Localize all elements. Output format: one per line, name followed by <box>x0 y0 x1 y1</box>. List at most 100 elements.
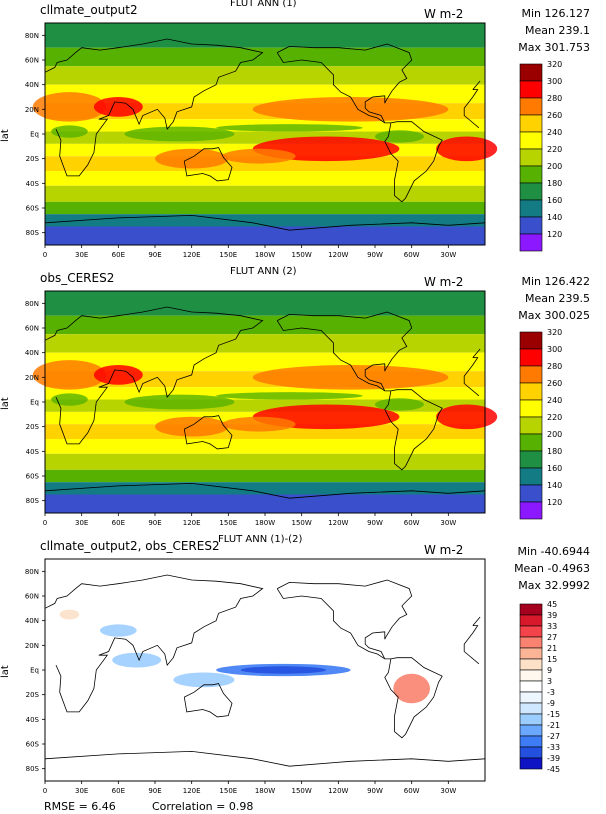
y-axis: 80N 60N 40N 20N Eq 20S 40S 60S 80S <box>25 32 45 237</box>
x-tick-label: 90W <box>367 787 383 795</box>
y-axis: 80N 60N 40N 20N Eq 20S 40S 60S 80S <box>25 568 45 773</box>
y-axis-label: lat <box>0 665 11 678</box>
field-blob <box>222 416 296 432</box>
field-blob <box>222 148 296 164</box>
y-tick-label: 40S <box>26 716 40 724</box>
field-band <box>45 214 485 227</box>
y-tick-label: 60S <box>26 205 40 213</box>
colorbar-label: -27 <box>547 732 560 741</box>
field-blob <box>51 125 88 138</box>
field-blob <box>436 136 498 162</box>
y-tick-label: 20S <box>26 691 40 699</box>
field-blob <box>393 673 430 704</box>
colorbar-swatch <box>519 348 543 367</box>
colorbar-swatch <box>519 182 543 201</box>
field-blob <box>100 624 137 637</box>
field-blob <box>51 393 88 406</box>
field-blob <box>436 404 498 430</box>
field-band <box>45 226 485 245</box>
colorbar-swatch <box>519 746 543 759</box>
stat-mean: Mean 239.5 <box>525 292 590 305</box>
y-tick-label: 20S <box>26 155 40 163</box>
x-tick-label: 180W <box>255 519 275 527</box>
x-tick-label: 60E <box>112 519 125 527</box>
colorbar-label: 220 <box>547 413 562 422</box>
colorbar-swatch <box>519 724 543 737</box>
colorbar-swatch <box>519 233 543 252</box>
colorbar-swatch <box>519 603 543 616</box>
field-blob <box>155 148 229 169</box>
y-tick-label: 80N <box>25 568 39 576</box>
y-tick-label: 20S <box>26 423 40 431</box>
colorbar-swatch <box>519 416 543 435</box>
x-tick-label: 120W <box>328 251 348 259</box>
colorbar-label: 320 <box>547 60 562 69</box>
coastline <box>44 214 486 231</box>
panel-difference: 0 30E 60E 90E 120E 150E 180W 150W 120W 90W 60W 30W 8… <box>0 534 606 806</box>
stat-mean: Mean -0.4963 <box>514 562 590 575</box>
y-tick-label: 40N <box>25 349 39 357</box>
x-axis: 0 30E 60E 90E 120E 150E 180W 150W 120W 90W 60W 30W <box>43 513 456 527</box>
case-label: cllmate_output2, obs_CERES2 <box>40 539 220 553</box>
colorbar: 320 300 280 260 240 220 200 180 160 140 120 <box>519 60 562 252</box>
field-band <box>45 156 485 171</box>
colorbar-swatch <box>519 433 543 452</box>
x-tick-label: 120W <box>328 519 348 527</box>
coastline <box>44 574 481 713</box>
panel-obs: 0 30E 60E 90E 120E 150E 180W 150W 120W 90W 60W 30W 8… <box>0 266 606 538</box>
units-label: W m-2 <box>424 7 464 21</box>
rmse-label: RMSE = 6.46 <box>44 800 116 813</box>
units-label: W m-2 <box>424 543 464 557</box>
stat-min: Min -40.6944 <box>517 545 590 558</box>
map-plot-difference: 0 30E 60E 90E 120E 150E 180W 150W 120W 90W 60W 30W 8… <box>25 558 560 795</box>
field-blob <box>93 97 143 117</box>
field-band <box>45 291 485 316</box>
coastline <box>183 683 233 718</box>
x-axis: 0 30E 60E 90E 120E 150E 180W 150W 120W 90W 60W 30W <box>43 781 456 795</box>
y-tick-label: Eq <box>30 131 39 139</box>
x-tick-label: 180W <box>255 251 275 259</box>
field-blob <box>173 672 235 688</box>
colorbar-swatch <box>519 680 543 693</box>
colorbar-label: 140 <box>547 481 562 490</box>
x-tick-label: 0 <box>43 251 47 259</box>
colorbar-swatch <box>519 131 543 150</box>
y-tick-label: 80N <box>25 32 39 40</box>
x-tick-label: 30E <box>75 251 88 259</box>
colorbar-label: 45 <box>547 600 557 609</box>
field-blob <box>375 130 424 143</box>
field-band <box>45 469 485 483</box>
field-blob <box>59 609 80 620</box>
case-label: cllmate_output2 <box>40 3 138 17</box>
field-band <box>45 66 485 85</box>
colorbar-label: 160 <box>547 196 562 205</box>
colorbar-label: 3 <box>547 677 552 686</box>
field-blob <box>216 124 363 132</box>
colorbar-label: 39 <box>547 611 557 620</box>
colorbar-swatch <box>519 735 543 748</box>
field-band <box>45 201 485 215</box>
x-tick-label: 60E <box>112 251 125 259</box>
stat-max: Max 301.753 <box>518 41 590 54</box>
y-axis: 80N 60N 40N 20N Eq 20S 40S 60S 80S <box>25 300 45 505</box>
colorbar-swatch <box>519 399 543 418</box>
field-band <box>45 482 485 495</box>
colorbar-swatch <box>519 216 543 235</box>
x-axis: 0 30E 60E 90E 120E 150E 180W 150W 120W 90W 60W 30W <box>43 245 456 259</box>
colorbar-label: 15 <box>547 655 557 664</box>
y-tick-label: 20N <box>25 374 39 382</box>
coastline <box>44 38 481 177</box>
colorbar-swatch <box>519 669 543 682</box>
field-band <box>45 494 485 513</box>
coastline <box>44 482 486 499</box>
colorbar-label: 280 <box>547 362 562 371</box>
coastline <box>44 306 481 445</box>
colorbar-label: -15 <box>547 710 560 719</box>
colorbar-label: -9 <box>547 699 555 708</box>
field-blob <box>32 92 107 122</box>
colorbar-swatch <box>519 691 543 704</box>
x-tick-label: 150E <box>219 519 237 527</box>
coastlines <box>44 38 486 231</box>
map-field <box>32 291 498 513</box>
colorbar-label: 120 <box>547 498 562 507</box>
